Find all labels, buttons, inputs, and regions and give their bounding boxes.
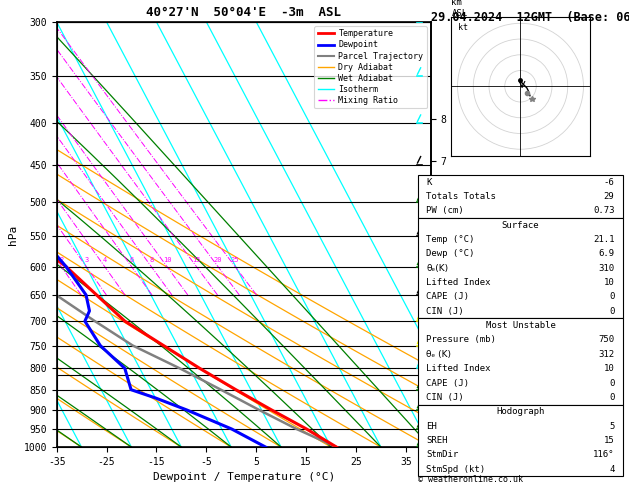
Text: StmDir: StmDir: [426, 450, 459, 459]
Text: PW (cm): PW (cm): [426, 207, 464, 215]
Text: EH: EH: [426, 421, 437, 431]
Text: 0: 0: [609, 379, 615, 387]
Text: 0: 0: [609, 393, 615, 402]
Text: SREH: SREH: [426, 436, 448, 445]
X-axis label: Dewpoint / Temperature (°C): Dewpoint / Temperature (°C): [153, 472, 335, 483]
Text: 4: 4: [103, 257, 107, 263]
Bar: [418, 218, 623, 318]
Text: CIN (J): CIN (J): [426, 307, 464, 316]
Legend: Temperature, Dewpoint, Parcel Trajectory, Dry Adiabat, Wet Adiabat, Isotherm, Mi: Temperature, Dewpoint, Parcel Trajectory…: [314, 26, 426, 108]
Text: -6: -6: [604, 178, 615, 187]
Text: 0.73: 0.73: [593, 207, 615, 215]
Text: Lifted Index: Lifted Index: [426, 278, 491, 287]
Text: Lifted Index: Lifted Index: [426, 364, 491, 373]
Text: 15: 15: [604, 436, 615, 445]
Text: 10: 10: [604, 364, 615, 373]
Text: Totals Totals: Totals Totals: [426, 192, 496, 201]
Text: θₑ(K): θₑ(K): [426, 264, 448, 273]
Text: 3: 3: [84, 257, 89, 263]
Text: km
ASL: km ASL: [452, 0, 467, 17]
Text: Hodograph: Hodograph: [496, 407, 545, 416]
Text: 0: 0: [609, 293, 615, 301]
Text: CAPE (J): CAPE (J): [426, 293, 469, 301]
Text: 8: 8: [149, 257, 153, 263]
Text: 310: 310: [598, 264, 615, 273]
Bar: [418, 318, 623, 404]
Text: 10: 10: [163, 257, 171, 263]
Text: Temp (°C): Temp (°C): [426, 235, 475, 244]
Text: θₑ (K): θₑ (K): [426, 350, 452, 359]
Text: 29: 29: [604, 192, 615, 201]
Text: K: K: [426, 178, 432, 187]
Text: Dewp (°C): Dewp (°C): [426, 249, 475, 259]
Text: 15: 15: [192, 257, 201, 263]
Y-axis label: hPa: hPa: [8, 225, 18, 244]
Y-axis label: Mixing Ratio (g/kg): Mixing Ratio (g/kg): [463, 179, 473, 290]
Text: 6.9: 6.9: [598, 249, 615, 259]
Text: 29.04.2024  12GMT  (Base: 06): 29.04.2024 12GMT (Base: 06): [431, 11, 629, 24]
Text: Pressure (mb): Pressure (mb): [426, 335, 496, 345]
Text: CAPE (J): CAPE (J): [426, 379, 469, 387]
Text: LCL: LCL: [431, 370, 447, 380]
Text: 116°: 116°: [593, 450, 615, 459]
Text: 312: 312: [598, 350, 615, 359]
Text: 10: 10: [604, 278, 615, 287]
Text: 750: 750: [598, 335, 615, 345]
Text: 25: 25: [231, 257, 240, 263]
Text: 21.1: 21.1: [593, 235, 615, 244]
Text: CIN (J): CIN (J): [426, 393, 464, 402]
Title: 40°27'N  50°04'E  -3m  ASL: 40°27'N 50°04'E -3m ASL: [146, 6, 342, 19]
Text: StmSpd (kt): StmSpd (kt): [426, 465, 486, 473]
Text: 20: 20: [214, 257, 222, 263]
Text: 2: 2: [59, 257, 64, 263]
Text: 5: 5: [609, 421, 615, 431]
Text: Surface: Surface: [502, 221, 539, 230]
Text: © weatheronline.co.uk: © weatheronline.co.uk: [418, 474, 523, 484]
Bar: [418, 404, 623, 476]
Bar: [418, 175, 623, 218]
Text: 4: 4: [609, 465, 615, 473]
Text: Most Unstable: Most Unstable: [486, 321, 555, 330]
Text: kt: kt: [457, 23, 467, 32]
Text: 0: 0: [609, 307, 615, 316]
Text: 6: 6: [130, 257, 134, 263]
